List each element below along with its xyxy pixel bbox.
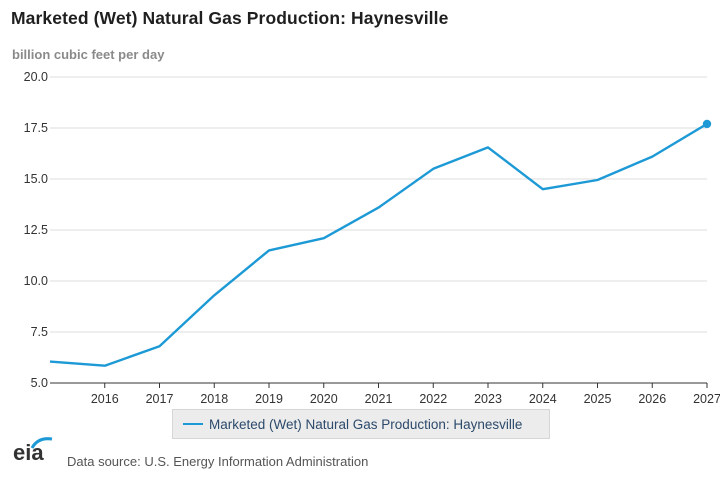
chart-title: Marketed (Wet) Natural Gas Production: H… [11, 8, 449, 28]
data-point [702, 119, 712, 129]
y-tick-label: 20.0 [24, 70, 48, 84]
x-tick-label: 2016 [91, 392, 119, 406]
x-tick-label: 2023 [474, 392, 502, 406]
x-tick-label: 2019 [255, 392, 283, 406]
y-tick-label: 7.5 [31, 325, 48, 339]
y-tick-label: 15.0 [24, 172, 48, 186]
logo-arc-icon [30, 437, 53, 449]
x-tick-label: 2018 [200, 392, 228, 406]
x-tick-label: 2025 [584, 392, 612, 406]
x-tick-label: 2020 [310, 392, 338, 406]
eia-logo: eia [13, 440, 44, 465]
x-tick-label: 2027 [693, 392, 720, 406]
legend-swatch [183, 423, 203, 425]
x-tick-label: 2017 [146, 392, 174, 406]
y-units-label: billion cubic feet per day [12, 47, 165, 62]
x-tick-label: 2021 [365, 392, 393, 406]
x-tick-label: 2026 [638, 392, 666, 406]
y-tick-label: 10.0 [24, 274, 48, 288]
y-tick-label: 12.5 [24, 223, 48, 237]
x-tick-label: 2024 [529, 392, 557, 406]
y-tick-label: 5.0 [31, 376, 48, 390]
legend-label: Marketed (Wet) Natural Gas Production: H… [209, 416, 523, 432]
data-source: Data source: U.S. Energy Information Adm… [67, 454, 369, 469]
series-line [49, 122, 708, 367]
legend[interactable]: Marketed (Wet) Natural Gas Production: H… [172, 409, 550, 439]
y-tick-label: 17.5 [24, 121, 48, 135]
x-tick-label: 2022 [419, 392, 447, 406]
